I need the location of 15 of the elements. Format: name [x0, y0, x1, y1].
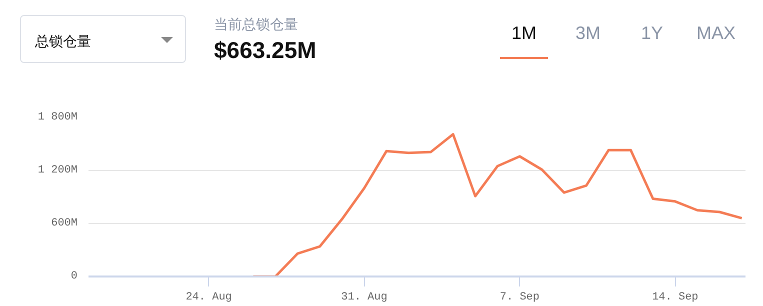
text: 1M: [500, 15, 548, 59]
x-tick-label: 24. Aug: [186, 292, 232, 304]
text: 3M: [574, 22, 602, 45]
chart-subtitle: 当前总锁仓量: [214, 15, 298, 34]
text: 1Y: [640, 22, 664, 45]
y-tick-label: 1 200M: [38, 164, 78, 176]
y-tick-label: 600M: [51, 218, 78, 230]
x-tick-label: 14. Sep: [652, 292, 698, 304]
text: 总锁仓量: [35, 32, 91, 51]
x-tick-label: 31. Aug: [341, 292, 388, 304]
text: MAX: [695, 22, 736, 45]
y-tick-label: 1 800M: [38, 112, 78, 124]
y-tick-label: 0: [70, 270, 78, 282]
x-tick-label: 7. Sep: [500, 292, 540, 304]
chart-title: $663.25M: [214, 36, 316, 65]
